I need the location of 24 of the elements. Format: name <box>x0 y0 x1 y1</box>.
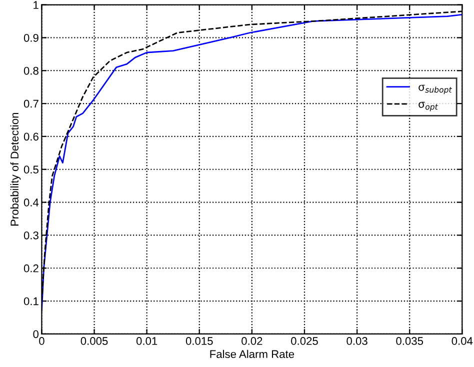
x-tick-label: 0.035 <box>396 337 424 345</box>
x-tick-label: 0.02 <box>242 337 262 345</box>
x-tick-label: 0.025 <box>291 337 318 345</box>
y-tick-label: 0.1 <box>24 297 38 306</box>
y-tick-label: 0 <box>33 330 38 338</box>
y-tick-label: 0.7 <box>24 100 38 108</box>
y-tick-label: 0.5 <box>24 166 38 174</box>
x-tick-label: 0.04 <box>452 337 473 345</box>
y-tick-label: 0.6 <box>24 132 38 141</box>
y-tick-label: 0.4 <box>24 198 39 206</box>
x-axis-title: False Alarm Rate <box>210 350 294 358</box>
y-tick-label: 0.8 <box>24 66 38 75</box>
y-tick-label: 0.9 <box>24 34 38 42</box>
x-tick-label: 0.015 <box>186 337 213 345</box>
x-tick-label: 0.005 <box>80 337 108 345</box>
x-tick-label: 0.03 <box>346 337 368 345</box>
legend-label: σ$_{subopt}$ <box>418 84 452 94</box>
x-tick-label: 0.01 <box>136 337 158 345</box>
y-tick-label: 0.3 <box>24 231 38 240</box>
y-tick-label: 0.2 <box>24 264 38 272</box>
y-axis-title: Probability of Detection <box>10 112 21 226</box>
x-tick-label: 0 <box>39 337 44 345</box>
y-tick-label: 1 <box>34 1 38 9</box>
legend-label: σ$_{opt}$ <box>418 102 438 112</box>
